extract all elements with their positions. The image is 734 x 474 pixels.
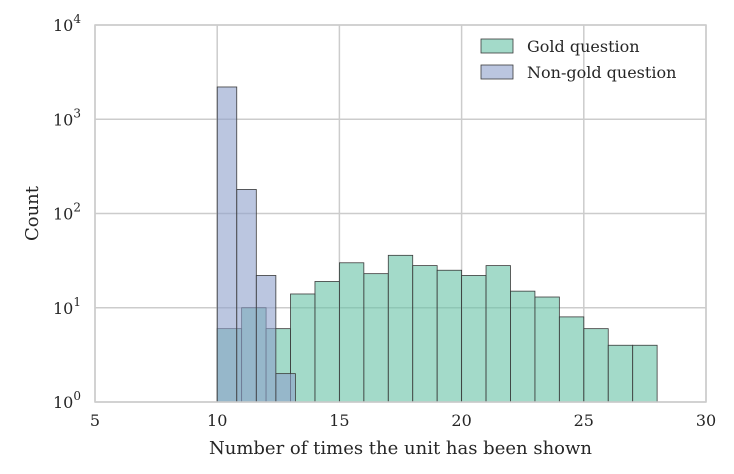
bar-series-2 <box>255 275 277 403</box>
bar-series-1 <box>338 262 365 403</box>
x-tick-label: 10 <box>207 411 227 430</box>
legend: Gold question Non-gold question <box>480 37 676 82</box>
y-axis-ticks: 100 101 102 103 104 <box>53 12 81 412</box>
bar-series-1 <box>387 254 414 403</box>
x-tick-label: 30 <box>696 411 716 430</box>
plot-frame <box>94 24 707 403</box>
bar-series-1 <box>583 328 609 403</box>
bar-series-1 <box>607 344 634 403</box>
bar-series-1 <box>436 269 463 403</box>
x-tick-label: 15 <box>329 411 349 430</box>
x-tick-label: 5 <box>90 411 100 430</box>
legend-label: Gold question <box>527 37 640 56</box>
y-tick-label: 101 <box>53 295 81 318</box>
x-tick-label: 20 <box>451 411 471 430</box>
bar-series-2 <box>216 86 238 403</box>
y-tick-label: 102 <box>53 201 81 224</box>
y-tick-label: 104 <box>53 12 81 35</box>
bar-series-1 <box>314 281 340 403</box>
bar-series-2 <box>236 189 257 403</box>
bar-series-1 <box>485 265 511 403</box>
bar-series-2 <box>275 373 296 403</box>
x-tick-label: 25 <box>574 411 594 430</box>
legend-label: Non-gold question <box>527 63 676 82</box>
bar-series-1 <box>534 296 560 403</box>
bar-series-1 <box>558 316 585 403</box>
x-axis-label: Number of times the unit has been shown <box>209 438 592 459</box>
bar-series-1 <box>461 275 487 403</box>
bar-series-1 <box>632 344 658 403</box>
bars <box>216 86 658 403</box>
x-axis-ticks: 5 10 15 20 25 30 <box>90 411 716 430</box>
legend-swatch <box>480 38 514 54</box>
legend-swatch <box>480 64 514 80</box>
y-tick-label: 100 <box>53 389 81 412</box>
bar-series-1 <box>510 290 536 403</box>
bar-series-1 <box>363 273 389 403</box>
y-axis-label: Count <box>22 185 43 241</box>
y-tick-label: 103 <box>53 106 81 129</box>
bar-series-1 <box>412 265 438 403</box>
